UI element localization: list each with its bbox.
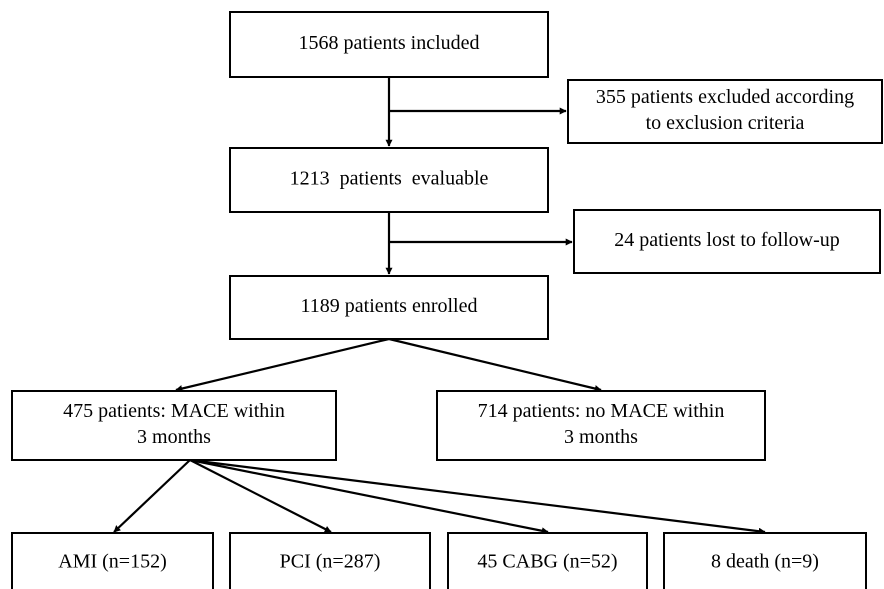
node-box: [573, 209, 881, 274]
node: 8 death (n=9): [663, 532, 867, 589]
arrow: [189, 459, 332, 533]
node: 1213 patients evaluable: [229, 147, 549, 213]
connectors: [113, 77, 766, 535]
node-box: [229, 532, 431, 589]
node-label: 1213 patients evaluable: [290, 168, 489, 190]
node: 355 patients excluded according to exclus…: [567, 79, 883, 144]
node: 1189 patients enrolled: [229, 275, 549, 340]
node-box: [229, 147, 549, 213]
node-label: 475 patients: MACE within: [63, 400, 285, 422]
node-box: [436, 390, 766, 461]
node-box: [567, 79, 883, 144]
node-label: 1568 patients included: [298, 32, 479, 54]
arrow: [388, 337, 602, 392]
arrow: [175, 337, 390, 392]
node: PCI (n=287): [229, 532, 431, 589]
node-label: 714 patients: no MACE within: [478, 400, 725, 422]
node-label: to exclusion criteria: [646, 112, 805, 134]
node-label: 1189 patients enrolled: [301, 295, 478, 317]
node: 1568 patients included: [229, 11, 549, 78]
node: 45 CABG (n=52): [447, 532, 648, 589]
nodes: 1568 patients included 355 patients exclu…: [11, 11, 883, 589]
node-box: [11, 390, 337, 461]
node: 714 patients: no MACE within 3 months: [436, 390, 766, 461]
node: 24 patients lost to follow-up: [573, 209, 881, 274]
node-box: [663, 532, 867, 589]
arrow: [113, 459, 191, 533]
node-label: 8 death (n=9): [711, 551, 819, 573]
node-label: 24 patients lost to follow-up: [614, 229, 840, 251]
node-box: [447, 532, 648, 589]
node-box: [11, 532, 214, 589]
node: 475 patients: MACE within 3 months: [11, 390, 337, 461]
node-box: [229, 275, 549, 340]
node-label: 45 CABG (n=52): [477, 551, 617, 573]
arrow: [189, 458, 549, 535]
node: AMI (n=152): [11, 532, 214, 589]
node-label: 3 months: [564, 426, 638, 448]
node-label: 355 patients excluded according: [596, 86, 854, 108]
node-box: [229, 11, 549, 78]
node-label: 3 months: [137, 426, 211, 448]
node-label: AMI (n=152): [58, 551, 167, 573]
node-label: PCI (n=287): [280, 551, 381, 573]
arrow: [189, 458, 766, 535]
